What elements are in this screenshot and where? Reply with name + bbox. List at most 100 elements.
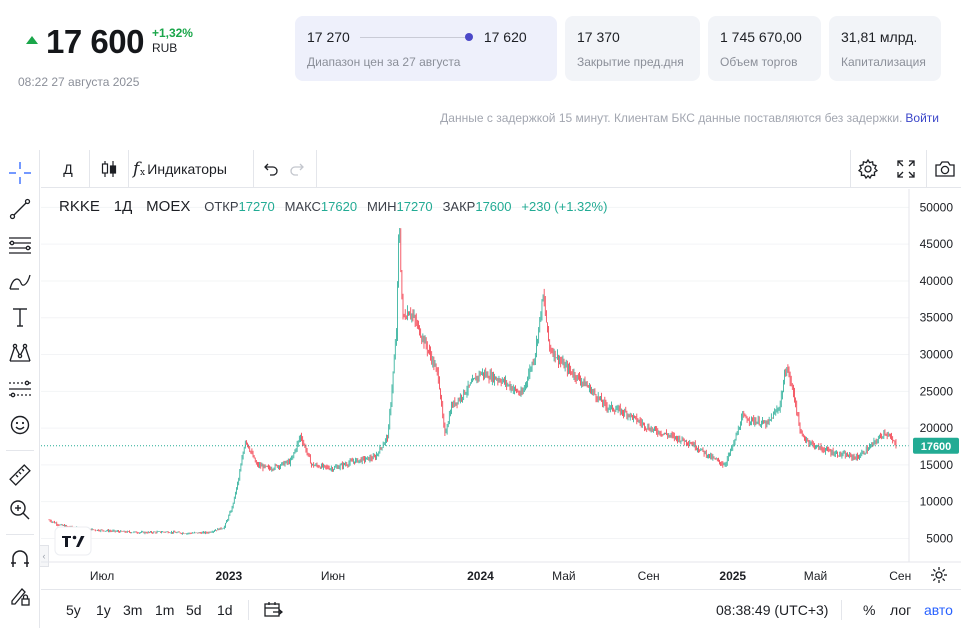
brush-icon[interactable]: [4, 266, 36, 296]
camera-icon[interactable]: [930, 150, 960, 188]
chart-legend: RKKE 1Д MOEX ОТКР17270 МАКС17620 МИН1727…: [59, 198, 607, 215]
drawing-toolbar: [0, 150, 40, 628]
price-chart[interactable]: 5000 10000 15000 20000 25000 30000 35000 40000 4…: [41, 189, 961, 589]
y-tick-label: 40000: [920, 274, 954, 288]
x-tick-label: 2025: [719, 569, 746, 583]
range-1y-button[interactable]: 1y: [96, 601, 111, 618]
indicators-label: Индикаторы: [147, 161, 227, 177]
range-high: 17 620: [483, 29, 527, 45]
legend-change: +230 (+1.32%): [521, 199, 608, 214]
toolbar-divider: [128, 150, 129, 188]
trend-line-icon[interactable]: [4, 194, 36, 224]
volume-card: 1 745 670,00 Объем торгов: [708, 16, 821, 81]
y-tick-label: 35000: [920, 311, 954, 325]
legend-low: 17270: [396, 199, 433, 214]
zoom-in-icon[interactable]: [4, 495, 36, 525]
range-label: Диапазон цен за 27 августа: [307, 55, 461, 69]
range-low: 17 270: [307, 29, 350, 45]
delay-note: Данные с задержкой 15 минут. Клиентам БК…: [440, 111, 939, 125]
prev-close-card: 17 370 Закрытие пред.дня: [565, 16, 700, 81]
last-price: 17 600: [46, 23, 144, 60]
fullscreen-icon[interactable]: [892, 150, 920, 188]
volume-label: Объем торгов: [720, 55, 798, 69]
toolbar-divider: [850, 150, 851, 188]
toolbar-divider: [253, 150, 254, 188]
calendar-goto-icon[interactable]: [263, 590, 283, 628]
tradingview-logo-icon[interactable]: [54, 526, 92, 556]
y-tick-label: 45000: [920, 237, 954, 251]
magnet-icon[interactable]: [4, 544, 36, 574]
range-bar: 5y 1y 3m 1m 5d 1d 08:38:49 (UTC+3) % лог…: [41, 589, 961, 628]
gear-icon[interactable]: [854, 150, 882, 188]
x-tick-label: 2023: [216, 569, 243, 583]
range-1m-button[interactable]: 1m: [155, 601, 175, 618]
text-icon[interactable]: [4, 302, 36, 332]
redo-icon[interactable]: [285, 150, 311, 188]
y-tick-label: 10000: [920, 495, 954, 509]
tool-divider: [6, 534, 34, 535]
prev-close-value: 17 370: [577, 29, 620, 45]
chart-canvas[interactable]: 5000 10000 15000 20000 25000 30000 35000 40000 4…: [41, 189, 961, 589]
prediction-icon[interactable]: [4, 374, 36, 404]
fib-lines-icon[interactable]: [4, 230, 36, 260]
last-price-badge: 17600: [913, 437, 959, 454]
ruler-icon[interactable]: [4, 460, 36, 490]
x-tick-label: Июл: [90, 569, 114, 583]
change-percent: +1,32%: [151, 26, 193, 40]
y-tick-label: 50000: [920, 200, 954, 214]
percent-toggle[interactable]: %: [863, 601, 876, 618]
legend-open: 17270: [238, 199, 275, 214]
range-1d-button[interactable]: 1d: [217, 601, 233, 618]
delay-note-text: Данные с задержкой 15 минут. Клиентам БК…: [440, 111, 903, 125]
lock-pencil-icon[interactable]: [4, 580, 36, 610]
range-3m-button[interactable]: 3m: [123, 601, 143, 618]
legend-open-label: ОТКР: [204, 199, 239, 214]
legend-symbol: RKKE: [59, 198, 100, 215]
legend-close: 17600: [475, 199, 512, 214]
legend-high-label: МАКС: [284, 199, 321, 214]
day-range-card: 17 270 17 620 Диапазон цен за 27 августа: [295, 16, 557, 81]
login-link[interactable]: Войти: [905, 111, 939, 125]
legend-exchange: MOEX: [146, 198, 191, 215]
prev-close-label: Закрытие пред.дня: [577, 55, 684, 69]
candles-icon[interactable]: [93, 150, 125, 188]
price-up-arrow-icon: [26, 36, 38, 44]
cap-label: Капитализация: [841, 55, 926, 69]
range-track: [359, 32, 473, 41]
x-tick-label: Сен: [638, 569, 660, 583]
toolbar-divider: [89, 150, 90, 188]
legend-interval: 1Д: [113, 198, 133, 215]
last-price-label: 17600: [921, 441, 952, 453]
range-5y-button[interactable]: 5y: [66, 601, 81, 618]
legend-close-label: ЗАКР: [442, 199, 476, 214]
quote-timestamp: 08:22 27 августа 2025: [18, 75, 140, 89]
currency: RUB: [151, 41, 178, 55]
interval-button[interactable]: Д: [63, 161, 73, 177]
bottom-divider: [248, 600, 249, 620]
x-tick-label: 2024: [467, 569, 494, 583]
log-toggle[interactable]: лог: [890, 601, 912, 618]
y-tick-label: 5000: [926, 531, 953, 545]
quote-block: 17 600 +1,32% RUB: [26, 22, 193, 62]
crosshair-icon[interactable]: [4, 158, 36, 188]
tool-divider: [6, 450, 34, 451]
pattern-icon[interactable]: [4, 338, 36, 368]
auto-toggle[interactable]: авто: [924, 601, 953, 618]
y-tick-label: 15000: [920, 458, 954, 472]
legend-high: 17620: [320, 199, 358, 214]
range-5d-button[interactable]: 5d: [186, 601, 202, 618]
collapse-toolbar-button[interactable]: ‹: [40, 545, 49, 567]
emoji-icon[interactable]: [4, 410, 36, 440]
bottom-divider: [841, 600, 842, 620]
volume-value: 1 745 670,00: [720, 29, 802, 45]
x-tick-label: Май: [552, 569, 576, 583]
y-tick-label: 30000: [920, 348, 954, 362]
toolbar-divider: [316, 150, 317, 188]
clock-time[interactable]: 08:38:49 (UTC+3): [716, 601, 829, 618]
toolbar-divider: [926, 150, 927, 188]
time-scale-settings-icon[interactable]: [931, 567, 947, 583]
undo-icon[interactable]: [257, 150, 283, 188]
